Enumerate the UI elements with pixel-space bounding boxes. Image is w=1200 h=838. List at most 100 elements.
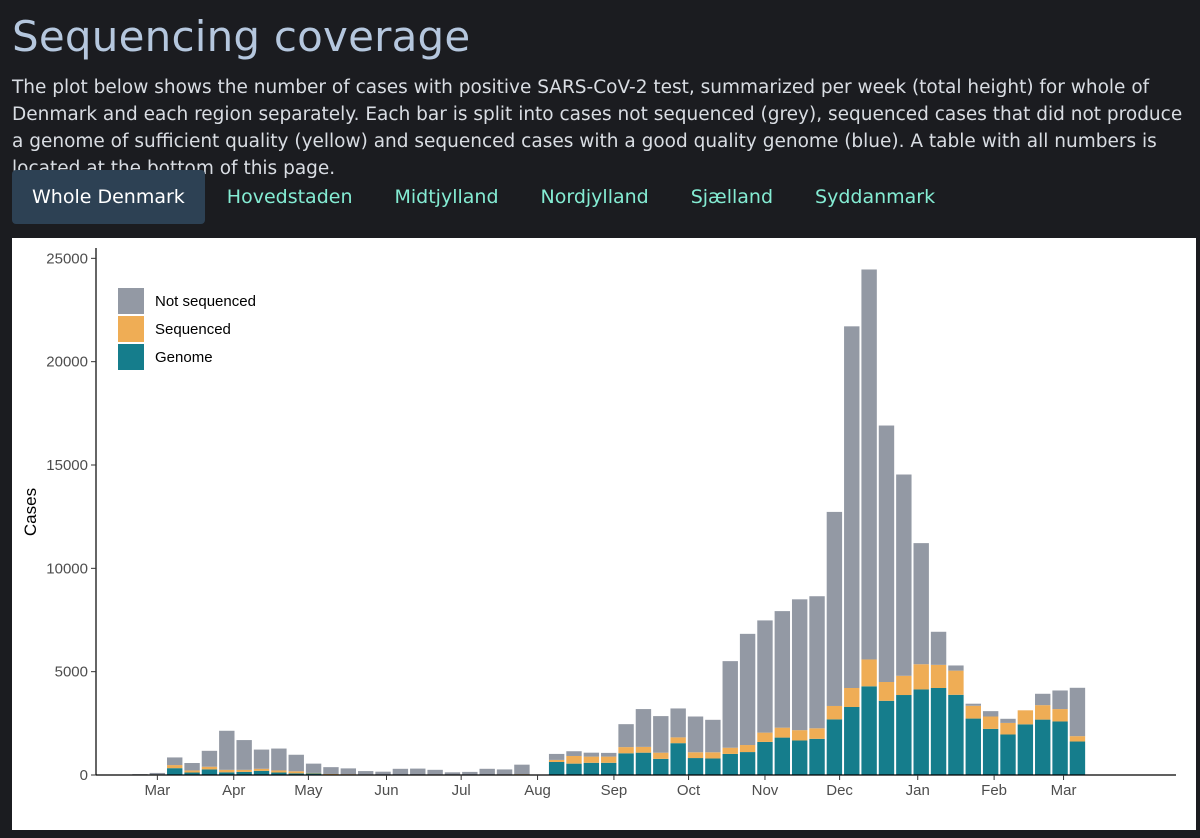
bar-sequenced-week-55 bbox=[1035, 705, 1051, 720]
bar-sequenced-week-9 bbox=[236, 769, 252, 772]
bar-genome-week-5 bbox=[167, 768, 183, 775]
bar-not-sequenced-week-37 bbox=[722, 661, 738, 748]
bar-not-sequenced-week-11 bbox=[271, 748, 287, 771]
bar-genome-week-42 bbox=[809, 738, 825, 775]
tab-whole-denmark[interactable]: Whole Denmark bbox=[12, 170, 205, 224]
bar-sequenced-week-53 bbox=[1000, 722, 1016, 735]
bars-layer bbox=[132, 269, 1086, 776]
bar-genome-week-52 bbox=[982, 728, 999, 775]
bar-sequenced-week-12 bbox=[288, 771, 304, 774]
bar-genome-week-8 bbox=[219, 772, 235, 775]
bar-not-sequenced-week-43 bbox=[826, 511, 843, 706]
bar-not-sequenced-week-8 bbox=[219, 730, 235, 770]
bar-sequenced-week-14 bbox=[323, 773, 339, 775]
tab-nordjylland[interactable]: Nordjylland bbox=[540, 186, 649, 208]
bar-not-sequenced-week-40 bbox=[774, 611, 791, 728]
bar-not-sequenced-week-25 bbox=[514, 764, 530, 775]
bar-genome-week-41 bbox=[791, 740, 808, 775]
bar-sequenced-week-50 bbox=[948, 670, 964, 695]
y-axis-title: Cases bbox=[21, 488, 40, 536]
bar-genome-week-29 bbox=[583, 762, 600, 775]
bar-sequenced-week-46 bbox=[878, 682, 895, 701]
bar-not-sequenced-week-49 bbox=[930, 631, 947, 665]
bar-not-sequenced-week-57 bbox=[1069, 687, 1086, 737]
bar-not-sequenced-week-7 bbox=[201, 750, 218, 767]
bar-sequenced-week-35 bbox=[687, 752, 704, 759]
bar-genome-week-7 bbox=[201, 769, 218, 775]
x-tick-label: Aug bbox=[524, 782, 551, 799]
bar-sequenced-week-33 bbox=[653, 752, 669, 759]
bar-not-sequenced-week-46 bbox=[878, 425, 895, 682]
bar-sequenced-week-27 bbox=[548, 759, 565, 762]
bar-not-sequenced-week-14 bbox=[323, 767, 339, 774]
x-tick-label: May bbox=[294, 782, 323, 799]
bar-genome-week-27 bbox=[548, 761, 565, 775]
bar-sequenced-week-38 bbox=[739, 745, 756, 753]
bar-not-sequenced-week-51 bbox=[965, 703, 981, 706]
bar-genome-week-32 bbox=[635, 752, 652, 775]
bar-not-sequenced-week-10 bbox=[253, 749, 270, 769]
bar-genome-week-53 bbox=[1000, 734, 1016, 775]
bar-not-sequenced-week-30 bbox=[601, 752, 617, 757]
y-tick-label: 25000 bbox=[46, 250, 88, 267]
x-tick-label: Apr bbox=[222, 782, 245, 799]
legend-label-not-sequenced: Not sequenced bbox=[155, 293, 256, 310]
bar-not-sequenced-week-55 bbox=[1035, 693, 1051, 706]
bar-not-sequenced-week-44 bbox=[844, 326, 860, 688]
bar-not-sequenced-week-22 bbox=[462, 771, 478, 775]
x-tick-label: Jul bbox=[452, 782, 471, 799]
bar-sequenced-week-45 bbox=[861, 659, 877, 687]
x-tick-label: Mar bbox=[1051, 782, 1077, 799]
bar-genome-week-30 bbox=[601, 762, 617, 775]
x-tick-label: Dec bbox=[826, 782, 853, 799]
y-axis: 0 5000 10000 15000 20000 25000 bbox=[46, 250, 96, 784]
tab-syddanmark[interactable]: Syddanmark bbox=[815, 186, 936, 208]
bar-not-sequenced-week-6 bbox=[184, 763, 200, 771]
bar-sequenced-week-13 bbox=[305, 772, 322, 774]
bar-genome-week-49 bbox=[930, 687, 947, 775]
bar-sequenced-week-7 bbox=[201, 766, 218, 770]
bar-genome-week-46 bbox=[878, 700, 895, 775]
bar-not-sequenced-week-35 bbox=[687, 716, 704, 753]
bar-genome-week-37 bbox=[722, 753, 738, 775]
bar-sequenced-week-52 bbox=[982, 716, 999, 729]
bar-sequenced-week-11 bbox=[271, 770, 287, 773]
bar-not-sequenced-week-53 bbox=[1000, 718, 1016, 723]
bar-genome-week-11 bbox=[271, 772, 287, 775]
bar-not-sequenced-week-5 bbox=[167, 757, 183, 766]
bar-not-sequenced-week-4 bbox=[149, 772, 166, 775]
x-tick-label: Feb bbox=[981, 782, 1007, 799]
bar-not-sequenced-week-28 bbox=[566, 751, 582, 756]
legend-swatch-not-sequenced bbox=[118, 288, 144, 314]
bar-sequenced-week-29 bbox=[583, 756, 600, 763]
tab-midtjylland[interactable]: Midtjylland bbox=[394, 186, 499, 208]
bar-not-sequenced-week-36 bbox=[705, 719, 721, 753]
bar-sequenced-week-56 bbox=[1052, 709, 1068, 722]
bar-genome-week-54 bbox=[1017, 724, 1034, 775]
bar-not-sequenced-week-21 bbox=[444, 772, 461, 775]
bar-sequenced-week-51 bbox=[965, 705, 981, 719]
page-title: Sequencing coverage bbox=[12, 12, 471, 61]
bar-genome-week-45 bbox=[861, 686, 877, 775]
bar-sequenced-week-47 bbox=[896, 675, 912, 696]
bar-not-sequenced-week-56 bbox=[1052, 690, 1068, 710]
y-tick-label: 5000 bbox=[55, 664, 88, 681]
tab-hovedstaden[interactable]: Hovedstaden bbox=[226, 186, 353, 208]
bar-sequenced-week-10 bbox=[253, 768, 270, 771]
bar-not-sequenced-week-39 bbox=[757, 620, 773, 733]
bar-sequenced-week-40 bbox=[774, 727, 791, 738]
x-tick-label: Jun bbox=[374, 782, 398, 799]
tab-sjaelland[interactable]: Sjælland bbox=[690, 186, 774, 208]
bar-genome-week-44 bbox=[844, 707, 860, 775]
bar-genome-week-48 bbox=[913, 689, 929, 775]
bar-genome-week-12 bbox=[288, 773, 304, 775]
bar-not-sequenced-week-52 bbox=[982, 711, 999, 717]
bar-not-sequenced-week-47 bbox=[896, 474, 912, 676]
bar-genome-week-39 bbox=[757, 741, 773, 775]
region-tabs: Whole Denmark Hovedstaden Midtjylland No… bbox=[12, 170, 957, 224]
bar-not-sequenced-week-31 bbox=[618, 724, 634, 748]
bar-not-sequenced-week-19 bbox=[410, 768, 426, 775]
bar-not-sequenced-week-17 bbox=[375, 771, 391, 775]
x-tick-label: Mar bbox=[144, 782, 170, 799]
bar-sequenced-week-49 bbox=[930, 664, 947, 688]
